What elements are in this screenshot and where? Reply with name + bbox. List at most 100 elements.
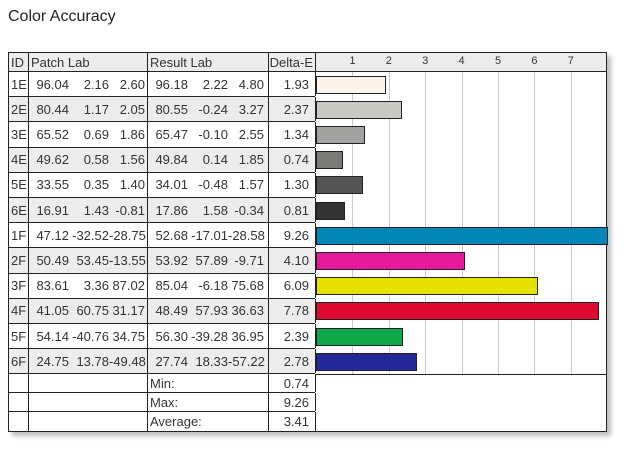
bar-3F bbox=[316, 277, 538, 296]
table-row: 3E 65.52 0.69 1.86 65.47 -0.10 2.55 1.34 bbox=[9, 122, 316, 148]
result-lab-value: -28.58 bbox=[228, 227, 265, 243]
patch-lab-value: 54.14 bbox=[36, 328, 69, 344]
result-lab-values: 17.86 1.58 -0.34 bbox=[148, 198, 269, 223]
result-lab-value: 2.55 bbox=[238, 126, 264, 142]
delta-e-value: 1.93 bbox=[269, 72, 316, 97]
row-id: 6F bbox=[9, 349, 29, 374]
result-lab-value: 18.33 bbox=[195, 353, 228, 369]
summary-patch-blank bbox=[29, 412, 148, 431]
patch-lab-value: 1.40 bbox=[119, 177, 145, 193]
patch-lab-value: 0.58 bbox=[83, 152, 109, 168]
result-lab-value: 48.49 bbox=[155, 303, 188, 319]
table-row: 3F 83.61 3.36 87.02 85.04 -6.18 75.68 6.09 bbox=[9, 273, 316, 299]
summary-patch-blank bbox=[29, 374, 148, 393]
row-id: 5E bbox=[9, 172, 29, 197]
result-lab-values: 96.18 2.22 4.80 bbox=[148, 72, 269, 97]
patch-lab-value: 41.05 bbox=[36, 303, 69, 319]
patch-lab-values: 96.04 2.16 2.60 bbox=[29, 72, 148, 97]
patch-lab-value: -40.76 bbox=[72, 328, 109, 344]
patch-lab-value: 3.36 bbox=[83, 278, 109, 294]
patch-lab-value: 2.16 bbox=[83, 76, 109, 92]
result-lab-value: 0.14 bbox=[202, 152, 228, 168]
result-lab-value: 85.04 bbox=[155, 278, 188, 294]
grid-line bbox=[570, 72, 572, 374]
bar-6F bbox=[316, 352, 418, 371]
patch-lab-value: 16.91 bbox=[36, 202, 69, 218]
delta-e-value: 7.78 bbox=[269, 298, 316, 323]
delta-e-value: 2.78 bbox=[269, 349, 316, 374]
table-row: 5F 54.14 -40.76 34.75 56.30 -39.28 36.95 2.39 bbox=[9, 324, 316, 350]
grid-line bbox=[461, 72, 463, 374]
accuracy-table: ID Patch Lab Result Lab Delta-E 1E 96.04 2… bbox=[8, 52, 608, 432]
header-patch-lab: Patch Lab bbox=[29, 53, 148, 72]
grid-line bbox=[425, 72, 427, 374]
result-lab-value: 1.57 bbox=[238, 177, 264, 193]
delta-e-value: 2.37 bbox=[269, 97, 316, 122]
bar-5E bbox=[316, 176, 364, 195]
result-lab-value: 96.18 bbox=[155, 76, 188, 92]
result-lab-value: 17.86 bbox=[155, 202, 188, 218]
patch-lab-value: 83.61 bbox=[36, 278, 69, 294]
table-row: 1F 47.12 -32.52 -28.75 52.68 -17.01 -28.58 9.26 bbox=[9, 223, 316, 249]
patch-lab-value: 24.75 bbox=[36, 353, 69, 369]
result-lab-values: 65.47 -0.10 2.55 bbox=[148, 122, 269, 147]
patch-lab-value: 53.45 bbox=[76, 252, 109, 268]
bar-3E bbox=[316, 125, 365, 144]
summary-label: Min: bbox=[148, 374, 269, 393]
patch-lab-value: 1.17 bbox=[83, 101, 109, 117]
grid-line bbox=[352, 72, 354, 374]
bar-2F bbox=[316, 251, 466, 270]
result-lab-values: 27.74 18.33 -57.22 bbox=[148, 349, 269, 374]
result-lab-value: -6.18 bbox=[198, 278, 228, 294]
summary-patch-blank bbox=[29, 393, 148, 412]
result-lab-value: 53.92 bbox=[155, 252, 188, 268]
patch-lab-value: -13.55 bbox=[109, 252, 146, 268]
table-header: ID Patch Lab Result Lab Delta-E bbox=[9, 53, 606, 72]
summary-value: 9.26 bbox=[269, 393, 316, 412]
bar-4E bbox=[316, 151, 343, 170]
result-lab-value: 57.89 bbox=[195, 252, 228, 268]
patch-lab-value: 1.86 bbox=[119, 126, 145, 142]
delta-e-value: 4.10 bbox=[269, 248, 316, 273]
grid-line bbox=[388, 72, 390, 374]
result-lab-value: 80.55 bbox=[155, 101, 188, 117]
patch-lab-value: 49.62 bbox=[36, 152, 69, 168]
summary-row: Max: 9.26 bbox=[9, 393, 316, 413]
delta-e-value: 1.30 bbox=[269, 172, 316, 197]
result-lab-value: 27.74 bbox=[155, 353, 188, 369]
axis-tick-label: 2 bbox=[385, 55, 392, 67]
patch-lab-value: 31.17 bbox=[112, 303, 145, 319]
summary-id-blank bbox=[9, 374, 29, 393]
grid-line bbox=[498, 72, 499, 374]
bar-2E bbox=[316, 100, 403, 119]
patch-lab-value: 1.43 bbox=[83, 202, 109, 218]
delta-e-value: 6.09 bbox=[269, 273, 316, 298]
patch-lab-values: 49.62 0.58 1.56 bbox=[29, 147, 148, 172]
axis-tick-label: 5 bbox=[494, 55, 502, 67]
table-row: 5E 33.55 0.35 1.40 34.01 -0.48 1.57 1.30 bbox=[9, 172, 316, 198]
patch-lab-values: 16.91 1.43 -0.81 bbox=[29, 198, 148, 223]
patch-lab-value: -0.81 bbox=[115, 202, 145, 218]
row-id: 4F bbox=[9, 298, 29, 323]
summary-value: 0.74 bbox=[269, 374, 316, 393]
delta-e-value: 0.74 bbox=[269, 147, 316, 172]
result-lab-value: 3.27 bbox=[238, 101, 264, 117]
result-lab-value: 1.58 bbox=[202, 202, 228, 218]
patch-lab-values: 50.49 53.45 -13.55 bbox=[29, 248, 148, 273]
patch-lab-values: 83.61 3.36 87.02 bbox=[29, 273, 148, 298]
patch-lab-value: 2.60 bbox=[119, 76, 145, 92]
result-lab-value: 2.22 bbox=[202, 76, 228, 92]
patch-lab-value: 60.75 bbox=[76, 303, 109, 319]
patch-lab-value: 1.56 bbox=[119, 152, 145, 168]
table-row: 2F 50.49 53.45 -13.55 53.92 57.89 -9.71 4.10 bbox=[9, 248, 316, 274]
table-row: 4E 49.62 0.58 1.56 49.84 0.14 1.85 0.74 bbox=[9, 147, 316, 173]
patch-lab-values: 24.75 13.78 -49.48 bbox=[29, 349, 148, 374]
patch-lab-value: 65.52 bbox=[36, 126, 69, 142]
result-lab-value: 52.68 bbox=[155, 227, 188, 243]
result-lab-value: -9.71 bbox=[234, 252, 264, 268]
result-lab-value: 65.47 bbox=[155, 126, 188, 142]
result-lab-values: 80.55 -0.24 3.27 bbox=[148, 97, 269, 122]
result-lab-value: 1.85 bbox=[238, 152, 264, 168]
result-lab-values: 52.68 -17.01 -28.58 bbox=[148, 223, 269, 248]
result-lab-values: 56.30 -39.28 36.95 bbox=[148, 324, 269, 349]
